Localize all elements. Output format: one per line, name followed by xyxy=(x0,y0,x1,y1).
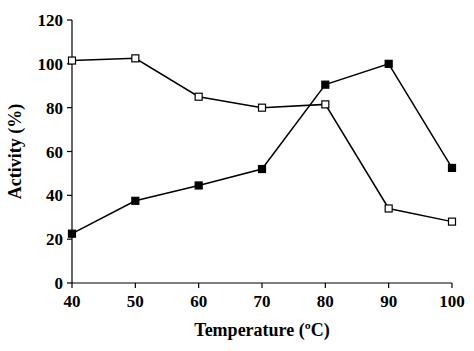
y-tick xyxy=(67,282,72,283)
y-tick-label: 0 xyxy=(55,274,64,293)
series-marker xyxy=(195,93,202,100)
series-line xyxy=(72,58,452,221)
x-tick xyxy=(261,283,262,288)
series-marker xyxy=(69,230,76,237)
y-tick-label: 20 xyxy=(46,230,63,249)
series-marker xyxy=(385,205,392,212)
series-marker xyxy=(385,60,392,67)
y-tick-label: 100 xyxy=(38,55,64,74)
x-tick-label: 60 xyxy=(190,292,207,311)
plot-area xyxy=(69,55,456,237)
series-marker xyxy=(322,81,329,88)
x-tick xyxy=(198,283,199,288)
chart-svg: 0 20 40 60 80 100 120 40 50 60 70 80 90 100 Temperatur… xyxy=(0,0,474,351)
x-tick-label: 80 xyxy=(317,292,334,311)
y-tick xyxy=(67,195,72,196)
series-marker xyxy=(132,55,139,62)
series-marker xyxy=(449,218,456,225)
y-tick-label: 40 xyxy=(46,186,63,205)
series-marker xyxy=(69,57,76,64)
y-tick-label: 80 xyxy=(46,99,63,118)
y-tick xyxy=(67,239,72,240)
x-tick-label: 100 xyxy=(439,292,465,311)
series-marker xyxy=(449,164,456,171)
series-line xyxy=(72,64,452,234)
y-axis-title: Activity (%) xyxy=(5,104,26,199)
series-marker xyxy=(132,197,139,204)
chart-container: 0 20 40 60 80 100 120 40 50 60 70 80 90 100 Temperatur… xyxy=(0,0,474,351)
x-tick xyxy=(135,283,136,288)
x-tick xyxy=(71,283,72,288)
series-marker xyxy=(195,182,202,189)
y-tick-label: 60 xyxy=(46,143,63,162)
x-tick xyxy=(451,283,452,288)
series-marker xyxy=(259,104,266,111)
x-tick-label: 40 xyxy=(64,292,81,311)
x-tick-label: 50 xyxy=(127,292,144,311)
x-tick xyxy=(325,283,326,288)
x-tick-label: 90 xyxy=(380,292,397,311)
series-marker xyxy=(259,166,266,173)
x-tick xyxy=(388,283,389,288)
y-tick xyxy=(67,107,72,108)
series-marker xyxy=(322,101,329,108)
x-tick-label: 70 xyxy=(254,292,271,311)
y-tick xyxy=(67,19,72,20)
x-axis-title: Temperature (ºC) xyxy=(194,320,329,341)
y-tick-label: 120 xyxy=(38,11,64,30)
y-tick xyxy=(67,151,72,152)
